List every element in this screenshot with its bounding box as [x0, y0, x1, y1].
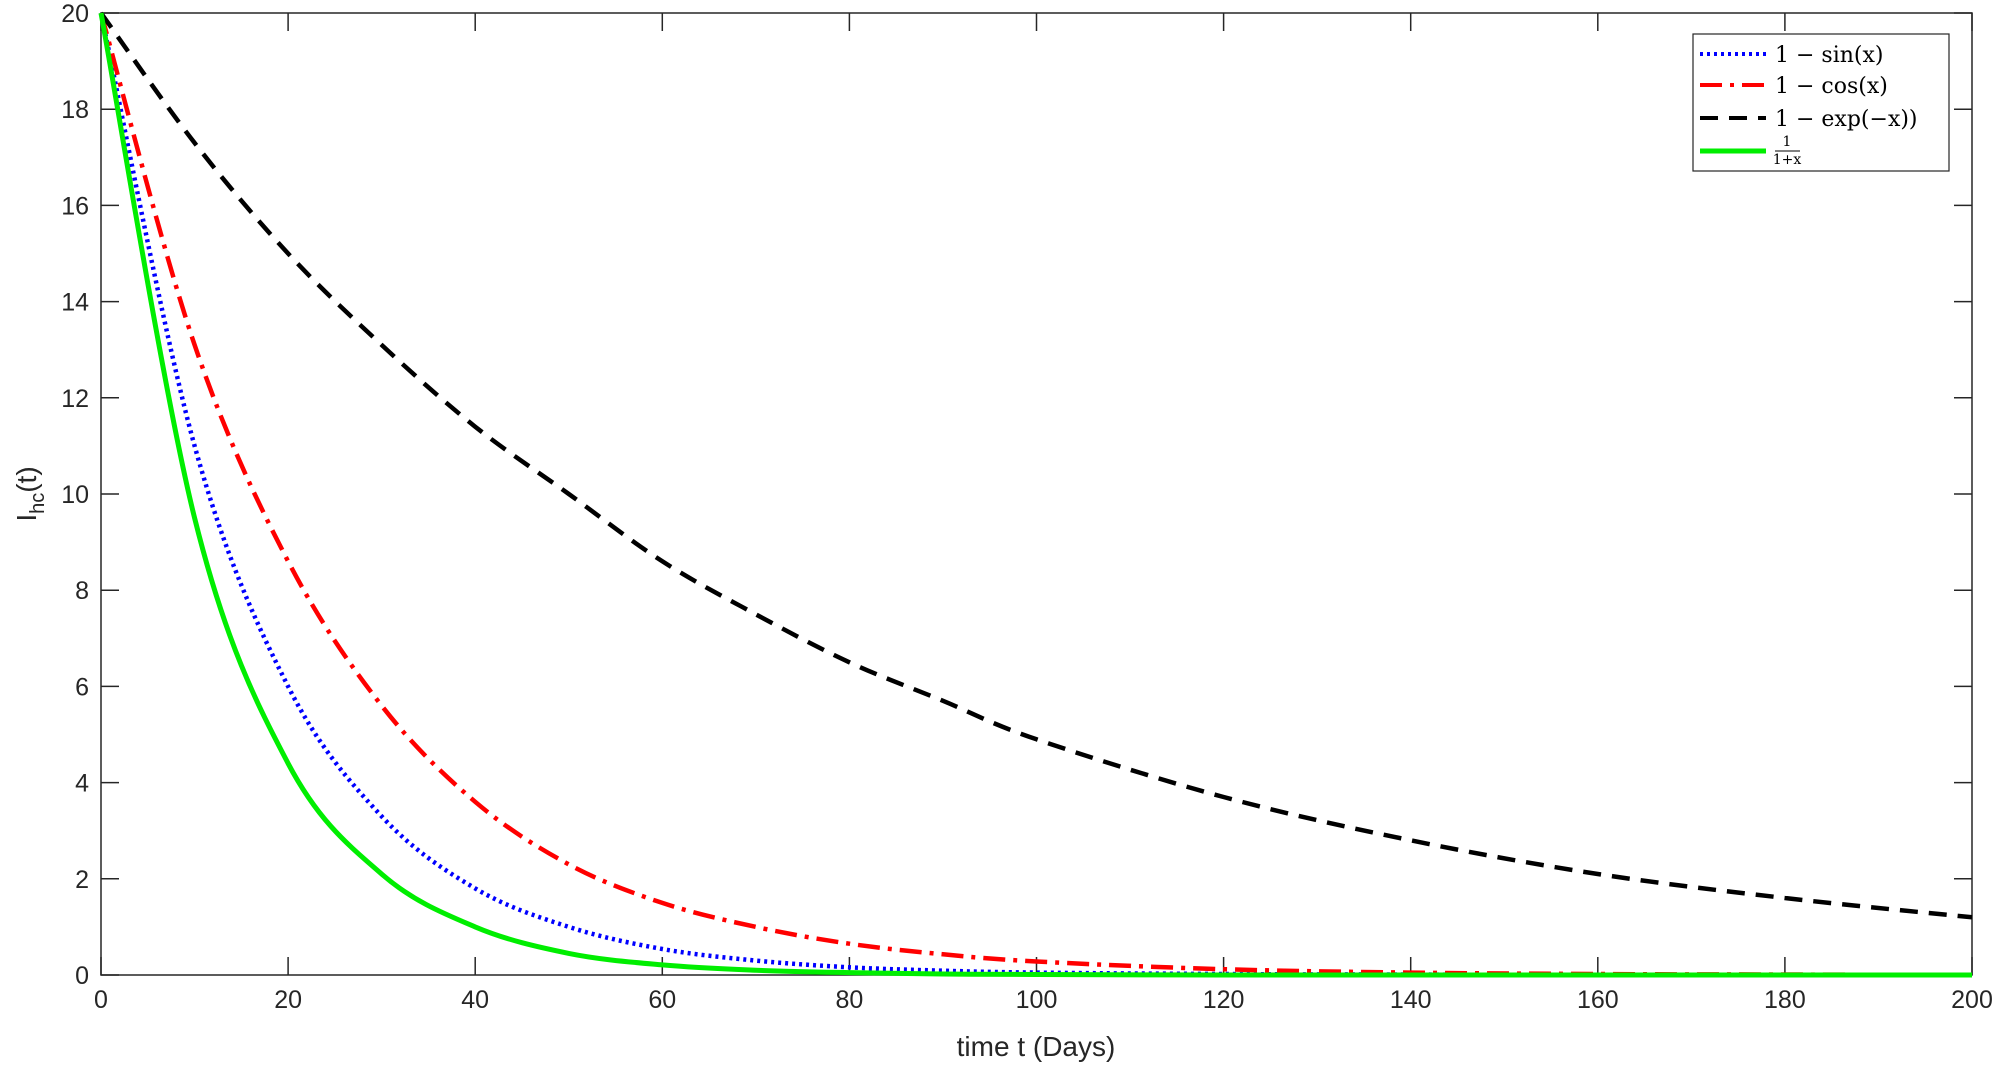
y-axis-label: Ihc(t): [11, 466, 49, 521]
series-line-reciprocal: [98, 12, 1972, 978]
x-tick-label: 120: [1203, 986, 1245, 1014]
y-tick-label: 14: [61, 289, 89, 317]
y-tick-label: 8: [75, 577, 89, 605]
y-tick-label: 6: [75, 673, 89, 701]
y-tick-label: 18: [61, 96, 89, 124]
x-tick-label: 140: [1390, 986, 1432, 1014]
x-tick-label: 180: [1764, 986, 1806, 1014]
plot-area: [100, 12, 1973, 976]
y-tick-label: 10: [61, 481, 89, 509]
y-tick-label: 2: [75, 866, 89, 894]
y-axis-label-suffix: (t): [11, 466, 42, 492]
legend: 1 − sin(x) 1 − cos(x) 1 − exp(−x)) 1 1+x: [1692, 33, 1950, 172]
legend-label-reciprocal-num: 1: [1783, 134, 1792, 150]
axis-ticks: 0 20 40 60 80 100 120 140 160 180 2000246810121416…: [61, 0, 1993, 1014]
x-axis-label: time t (Days): [957, 1031, 1116, 1062]
x-tick-label: 0: [94, 986, 108, 1014]
y-axis-label-sub: hc: [27, 493, 49, 514]
y-tick-label: 12: [61, 385, 89, 413]
x-tick-label: 80: [835, 986, 863, 1014]
legend-label-reciprocal-den: 1+x: [1773, 152, 1802, 168]
legend-label-cos: 1 − cos(x): [1775, 74, 1888, 99]
x-tick-label: 20: [274, 986, 302, 1014]
y-tick-label: 16: [61, 192, 89, 220]
legend-label-exp: 1 − exp(−x)): [1775, 107, 1918, 132]
x-tick-label: 60: [648, 986, 676, 1014]
y-tick-label: 0: [75, 962, 89, 990]
y-axis-label-main: I: [11, 514, 42, 522]
series-layer: [98, 11, 1973, 978]
x-tick-label: 100: [1016, 986, 1058, 1014]
y-tick-label: 4: [75, 770, 89, 798]
series-line-exp: [99, 11, 1973, 920]
x-tick-label: 200: [1951, 986, 1993, 1014]
legend-label-sin: 1 − sin(x): [1775, 43, 1884, 68]
legend-box: [1692, 33, 1950, 172]
y-tick-label: 20: [61, 0, 89, 28]
x-tick-label: 40: [461, 986, 489, 1014]
x-tick-label: 160: [1577, 986, 1619, 1014]
